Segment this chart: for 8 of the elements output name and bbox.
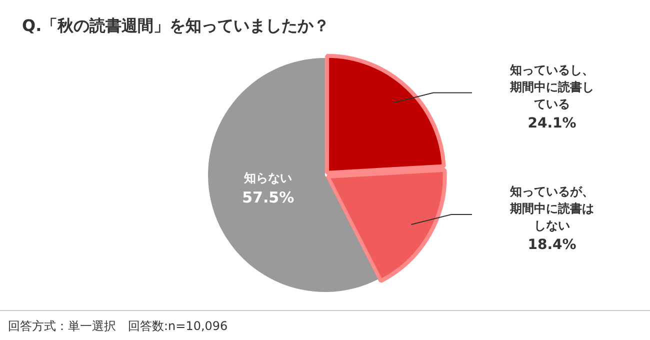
slice-label: 知っているが、期間中に読書はしない [509, 184, 594, 233]
data-label: 57.5% [242, 188, 294, 207]
slice-label: 知っているし、期間中に読書している [509, 62, 594, 111]
data-label: 18.4% [528, 237, 576, 254]
data-label: 24.1% [528, 115, 576, 132]
slice-label: 知らない [243, 170, 292, 185]
text: 回答方式：単一選択 回答数:n=10,096 [8, 318, 228, 335]
chart-title: Q.「秋の読書週間」を知っていましたか？ [22, 16, 330, 37]
